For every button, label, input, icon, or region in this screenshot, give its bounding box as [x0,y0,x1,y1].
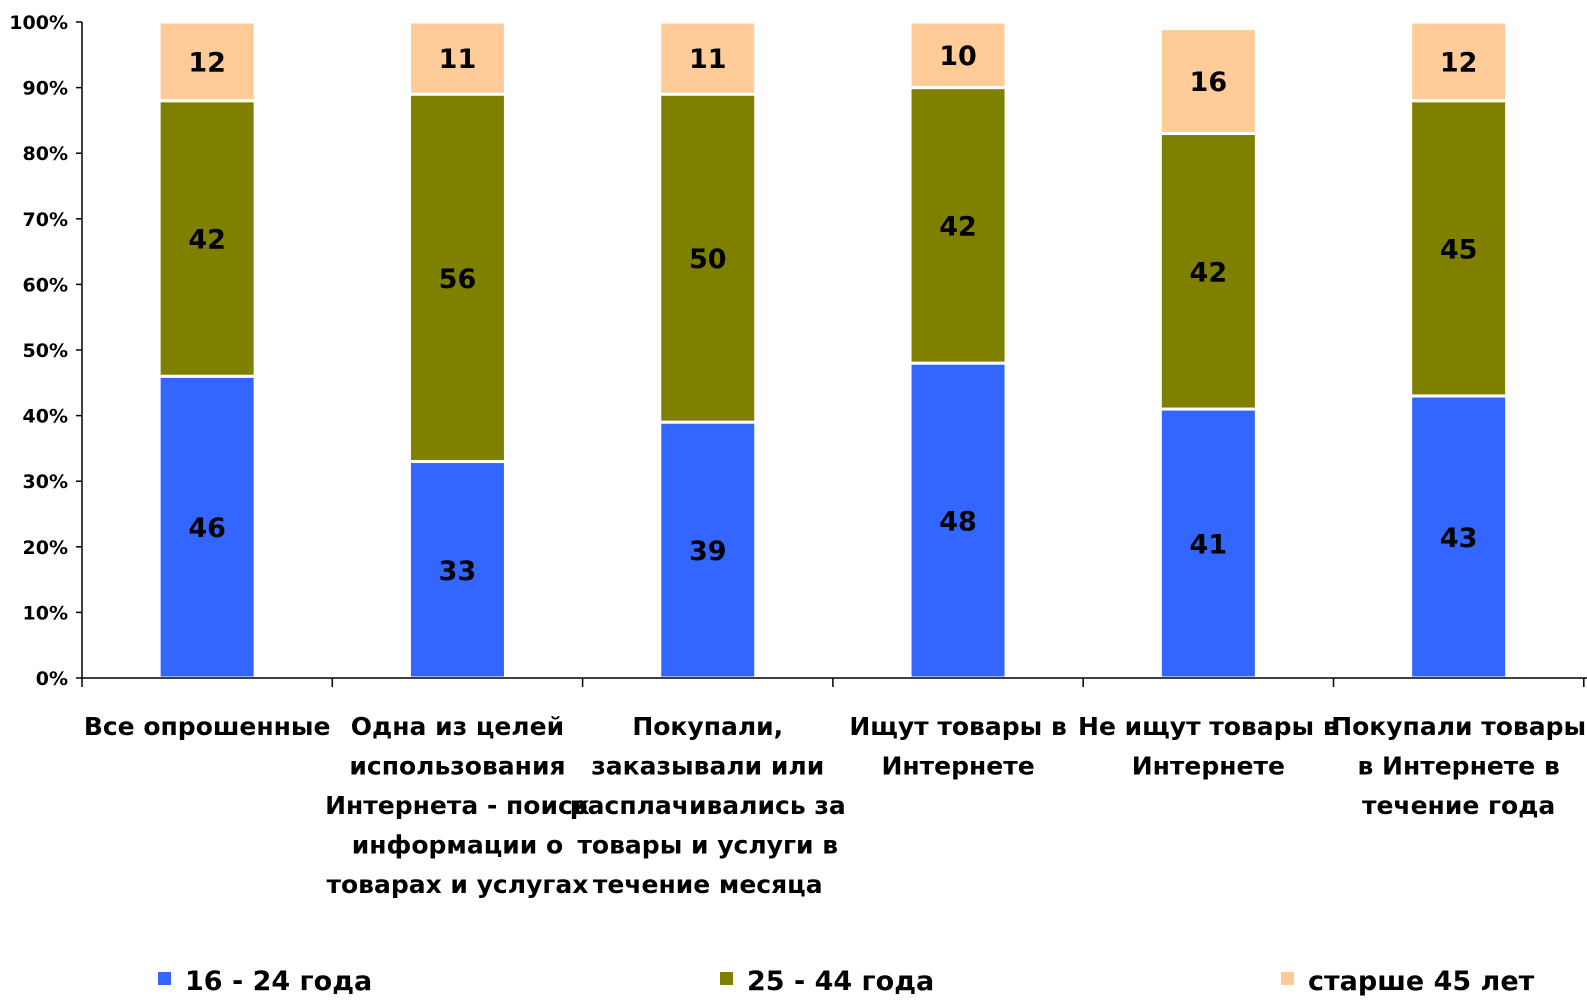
x-category-label-line: Покупали товары [1331,712,1586,741]
x-category-label-line: Интернета - поиск [325,791,590,820]
bar-segment [1409,20,1509,103]
data-label: 10 [939,41,977,72]
legend-swatch [1281,972,1294,985]
x-category-label-line: течение месяца [593,870,823,899]
y-tick-label: 10% [23,602,68,624]
bar-segment [157,374,257,680]
bar-segment [908,20,1008,90]
x-category-label-line: Не ищут товары в [1078,712,1339,741]
legend-swatch [158,972,171,985]
data-label: 46 [188,513,226,544]
x-category-label-line: использования [349,752,565,781]
data-label: 42 [188,224,226,255]
bar-segment [1409,394,1509,680]
x-category-label: Не ищут товары в Интернете [1078,712,1339,781]
y-tick-label: 90% [23,78,68,100]
bar-segment [908,86,1008,365]
y-tick-label: 40% [23,406,68,428]
x-category-label-line: Ищут товары в [849,712,1066,741]
data-label: 42 [1190,257,1228,288]
y-tick-label: 0% [36,668,68,690]
x-category-label: Ищут товары в Интернете [849,712,1066,781]
y-tick-label: 20% [23,537,68,559]
x-category-label-line: информации о [352,831,563,860]
y-tick-label: 80% [23,143,68,165]
bar-segment [407,20,507,96]
data-label: 12 [1440,47,1478,78]
bar-segment [157,20,257,103]
y-tick-label: 100% [9,12,68,34]
x-category-label-line: товарах и услугах [326,870,588,899]
data-label: 33 [439,556,477,587]
x-category-label-line: заказывали или [591,752,824,781]
data-label: 45 [1440,234,1478,265]
y-axis: 0% 10% 20% 30% 40% 50% 60% 70% 80% 90% 100% [9,12,83,690]
legend-swatch [720,972,733,985]
x-category-label: Покупали, заказывали или расплачивались за… [570,712,846,899]
data-label: 16 [1190,67,1228,98]
bar-segment [1158,27,1258,136]
data-label: 42 [939,211,977,242]
bar-segment [658,20,758,96]
x-category-label-line: Покупали, [632,712,783,741]
x-category-label-line: расплачивались за [570,791,846,820]
data-label: 41 [1190,530,1228,561]
x-category-label: Одна из целей использования Интернета - по… [325,712,590,899]
x-category-label: Все опрошенные [84,712,331,741]
bar-segment [1409,99,1509,398]
x-category-label-line: товары и услуги в [577,831,838,860]
bar-segment [658,92,758,424]
legend: 16 - 24 года 25 - 44 года старше 45 лет [158,966,1535,997]
x-category-label-line: Одна из целей [351,712,564,741]
data-label: 12 [188,47,226,78]
x-axis: Все опрошенные Одна из целей использования… [81,677,1587,899]
y-tick-label: 30% [23,471,68,493]
x-category-label: Покупали товары в Интернете в течение года [1331,712,1586,820]
legend-label: 16 - 24 года [185,966,372,997]
data-label: 48 [939,507,977,538]
data-label: 50 [689,244,727,275]
data-label: 11 [689,44,727,75]
bar-segment [658,420,758,680]
y-tick-label: 60% [23,274,68,296]
legend-label: старше 45 лет [1308,966,1535,997]
y-tick-label: 70% [23,209,68,231]
bar-segment [908,361,1008,680]
data-label: 43 [1440,523,1478,554]
bar-segment [407,92,507,464]
data-label: 11 [439,44,477,75]
bar-segment [1158,132,1258,411]
bars: 46 42 12 33 56 11 39 50 11 48 42 10 41 42 16 43 45 12 [157,20,1509,680]
x-category-label-line: в Интернете в [1358,752,1560,781]
y-tick-label: 50% [23,340,68,362]
x-category-label-line: Интернете [1132,752,1285,781]
data-label: 39 [689,536,727,567]
x-category-label-line: Все опрошенные [84,712,331,741]
legend-label: 25 - 44 года [747,966,934,997]
x-category-label-line: Интернете [881,752,1034,781]
data-label: 56 [439,264,477,295]
x-category-label-line: течение года [1362,791,1555,820]
